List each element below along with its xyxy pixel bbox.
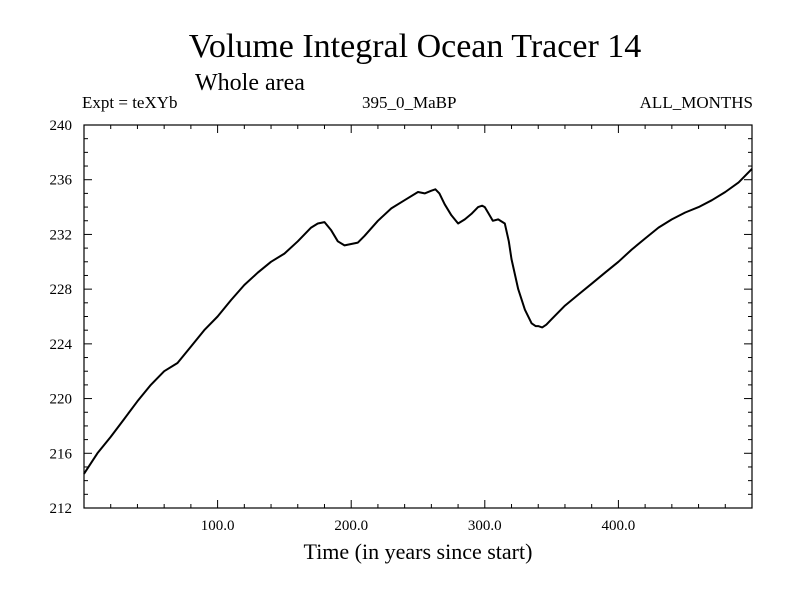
y-tick-label: 216: [50, 446, 73, 462]
x-tick-label: 200.0: [334, 518, 368, 534]
months-label: ALL_MONTHS: [639, 93, 753, 112]
axis-ticks: [84, 124, 752, 509]
period-label: 395_0_MaBP: [362, 93, 457, 112]
y-tick-label: 212: [50, 501, 73, 517]
y-tick-label: 240: [50, 118, 73, 134]
x-axis-label: Time (in years since start): [303, 539, 533, 564]
chart-title: Volume Integral Ocean Tracer 14: [188, 28, 642, 65]
plot-frame: [83, 124, 753, 509]
x-tick-label: 300.0: [468, 518, 502, 534]
chart-subtitle: Whole area: [195, 70, 305, 96]
y-tick-label: 224: [50, 337, 73, 353]
axis-tick-labels: 212 216 220 224 228 232 236 240 100.0 200.0 300.0 4…: [50, 118, 636, 534]
y-tick-label: 232: [50, 227, 73, 243]
series-line: [83, 168, 753, 475]
y-tick-label: 228: [50, 282, 73, 298]
experiment-label: Expt = teXYb: [82, 93, 178, 112]
series-layer: [83, 168, 753, 475]
y-tick-label: 236: [50, 173, 73, 189]
x-tick-label: 100.0: [201, 518, 235, 534]
x-tick-label: 400.0: [602, 518, 636, 534]
y-tick-label: 220: [50, 392, 73, 408]
